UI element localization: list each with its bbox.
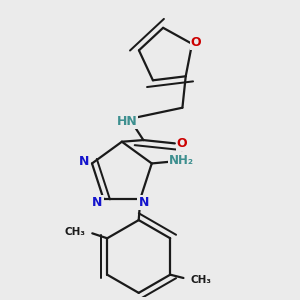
- Text: N: N: [79, 155, 89, 168]
- Text: N: N: [139, 196, 149, 209]
- Text: CH₃: CH₃: [65, 227, 86, 237]
- Text: CH₃: CH₃: [190, 274, 211, 285]
- Text: O: O: [177, 137, 188, 150]
- Text: HN: HN: [116, 116, 137, 128]
- Text: N: N: [92, 196, 103, 209]
- Text: NH₂: NH₂: [169, 154, 194, 166]
- Text: O: O: [191, 36, 201, 49]
